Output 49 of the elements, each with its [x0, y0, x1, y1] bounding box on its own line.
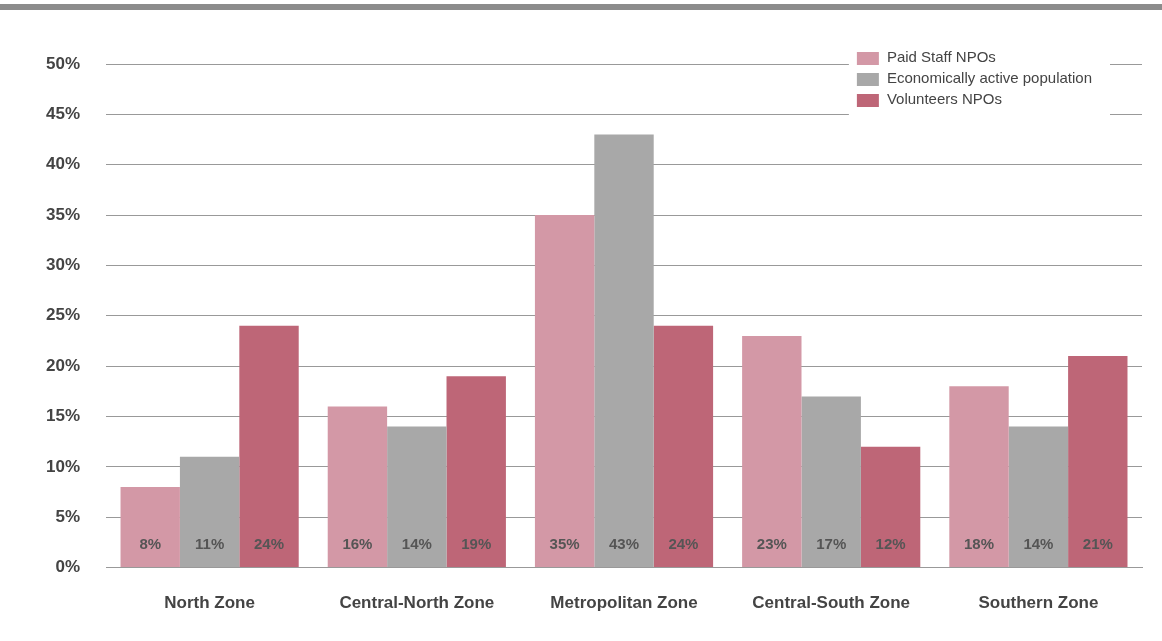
- data-label: 17%: [816, 535, 847, 553]
- bar: [1068, 356, 1128, 568]
- bar: [653, 325, 714, 568]
- bar: [1008, 426, 1069, 568]
- y-tick-label: 25%: [45, 305, 81, 325]
- bar: [179, 456, 240, 568]
- data-label: 8%: [139, 535, 162, 553]
- bar: [239, 325, 299, 568]
- x-tick-label: Central-North Zone: [339, 593, 495, 613]
- y-tick-label: 10%: [45, 456, 81, 476]
- data-label: 14%: [1023, 535, 1054, 553]
- data-label: 43%: [609, 535, 640, 553]
- y-tick-label: 20%: [45, 355, 81, 375]
- data-label: 24%: [254, 535, 285, 553]
- y-tick-label: 45%: [45, 104, 81, 124]
- data-label: 11%: [195, 535, 225, 553]
- bar: [594, 134, 654, 568]
- x-tick-label: North Zone: [164, 593, 255, 613]
- bar: [327, 406, 388, 568]
- bar: [949, 386, 1009, 568]
- bar: [387, 426, 447, 568]
- x-tick-label: Southern Zone: [978, 593, 1099, 613]
- legend-label: Paid Staff NPOs: [886, 48, 996, 66]
- data-label: 35%: [549, 535, 580, 553]
- y-tick-label: 0%: [55, 557, 81, 577]
- bar: [534, 215, 595, 568]
- legend-label: Economically active population: [886, 69, 1093, 87]
- bar: [120, 487, 180, 568]
- data-label: 24%: [668, 535, 699, 553]
- x-tick-label: Metropolitan Zone: [550, 593, 698, 613]
- y-tick-label: 15%: [45, 406, 81, 426]
- bar: [742, 335, 802, 568]
- y-tick-label: 50%: [45, 53, 81, 73]
- y-tick-label: 40%: [45, 154, 81, 174]
- data-label: 21%: [1082, 535, 1113, 553]
- legend-label: Volunteers NPOs: [886, 90, 1002, 108]
- data-label: 18%: [963, 535, 995, 553]
- data-label: 12%: [875, 535, 906, 553]
- bar: [860, 446, 921, 568]
- y-tick-label: 5%: [55, 506, 81, 526]
- y-tick-label: 35%: [45, 204, 81, 224]
- y-tick-label: 30%: [45, 255, 81, 275]
- data-label: 14%: [401, 535, 432, 553]
- data-label: 16%: [342, 535, 373, 553]
- x-tick-label: Central-South Zone: [752, 593, 911, 613]
- data-label: 19%: [461, 535, 492, 553]
- bar: [801, 396, 861, 568]
- bar: [446, 376, 506, 568]
- data-label: 23%: [756, 535, 787, 553]
